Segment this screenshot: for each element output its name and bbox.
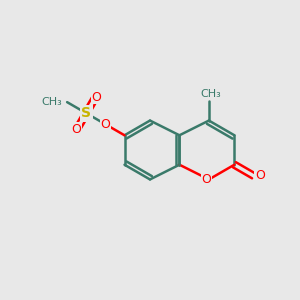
Text: O: O xyxy=(100,118,110,131)
Text: S: S xyxy=(81,106,91,120)
Text: O: O xyxy=(202,173,212,186)
Text: O: O xyxy=(71,123,81,136)
Text: CH₃: CH₃ xyxy=(41,97,62,107)
Text: O: O xyxy=(91,91,101,104)
Text: O: O xyxy=(255,169,265,182)
Text: CH₃: CH₃ xyxy=(200,89,221,99)
